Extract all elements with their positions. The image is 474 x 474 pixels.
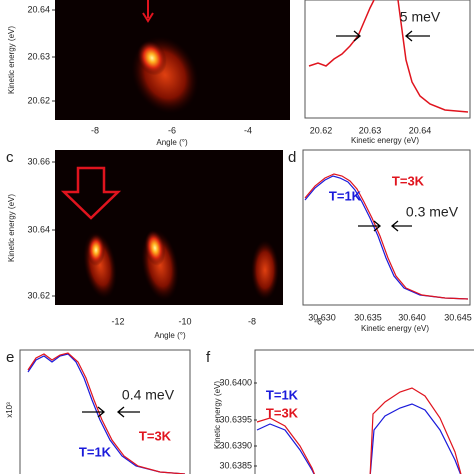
y-tick-label: 20.63 (27, 51, 50, 61)
annotation: 0.4 meV (122, 387, 175, 403)
panel-label: d (288, 149, 296, 166)
y-tick-label: 30.62 (27, 290, 50, 300)
annotation: T=3K (392, 173, 425, 188)
plot-b (304, 0, 471, 119)
y-tick-label: 20.62 (27, 95, 50, 105)
annotation: 0.3 meV (406, 204, 459, 220)
x-tick-label: -8 (91, 125, 99, 135)
x-tick-label: -6 (168, 125, 176, 135)
x-axis-label: Angle (°) (156, 138, 188, 147)
x-tick-label: 30.640 (398, 312, 426, 322)
x-axis-label: Angle (°) (154, 331, 186, 340)
x-tick-label: 30.645 (444, 312, 472, 322)
x-tick-label: -10 (178, 316, 191, 326)
annotation: T=3K (266, 405, 299, 420)
plot-f (254, 349, 474, 474)
x-axis-label: Kinetic energy (eV) (361, 324, 429, 333)
y-tick-label: 30.6390 (219, 440, 252, 450)
annotation: 5 meV (400, 9, 441, 25)
panel-label: e (6, 349, 14, 366)
y-tick-label: 30.6385 (219, 460, 252, 470)
x-axis-label: Kinetic energy (eV) (351, 136, 419, 145)
plot-d (302, 149, 471, 306)
y-axis-label: Kinetic energy (eV) (213, 381, 222, 449)
x-tick-label: 20.64 (409, 125, 432, 135)
x-tick-label: -6 (314, 316, 322, 326)
y-axis-label: Kinetic energy (eV) (7, 194, 16, 262)
y-tick-label: 30.66 (27, 156, 50, 166)
panel-label: f (206, 349, 211, 366)
heatmap-c (55, 150, 283, 305)
panel-label: c (6, 149, 14, 166)
annotation: T=1K (329, 188, 362, 203)
x-tick-label: -4 (244, 125, 252, 135)
y-tick-label: 20.64 (27, 4, 50, 14)
x-tick-label: -12 (111, 316, 124, 326)
x-tick-label: 20.62 (310, 125, 333, 135)
annotation: T=1K (266, 387, 299, 402)
y-axis-label: x10³ (5, 402, 14, 418)
annotation: T=3K (139, 428, 172, 443)
x-tick-label: 20.63 (359, 125, 382, 135)
y-tick-label: 30.64 (27, 224, 50, 234)
annotation: T=1K (79, 444, 112, 459)
y-axis-label: Kinetic energy (eV) (7, 26, 16, 94)
y-tick-label: 30.6395 (219, 414, 252, 424)
plot-e (19, 349, 191, 474)
x-tick-label: 30.630 (308, 312, 336, 322)
heatmap-a (55, 0, 290, 120)
y-tick-label: 30.6400 (219, 377, 252, 387)
x-tick-label: -8 (248, 316, 256, 326)
x-tick-label: 30.635 (354, 312, 382, 322)
